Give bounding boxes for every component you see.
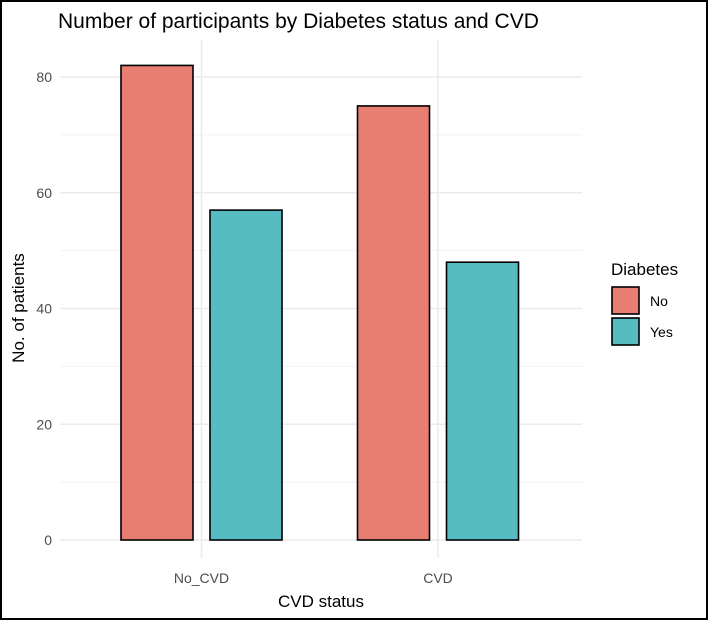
- y-tick-label: 20: [36, 416, 52, 432]
- bar-cvd-no: [356, 105, 431, 541]
- bar-cvd-yes: [445, 261, 520, 541]
- y-tick-label: 60: [36, 185, 52, 201]
- y-tick-label: 40: [36, 301, 52, 317]
- legend-title: Diabetes: [611, 260, 678, 279]
- x-axis: No_CVD CVD: [174, 570, 453, 586]
- bars: [120, 64, 520, 541]
- y-tick-label: 0: [44, 532, 52, 548]
- legend-key-no: [611, 286, 640, 315]
- chart-title: Number of participants by Diabetes statu…: [58, 10, 539, 33]
- legend-label-no: No: [650, 293, 668, 309]
- x-axis-title: CVD status: [278, 592, 364, 611]
- y-axis: 0 20 40 60 80: [36, 69, 52, 548]
- y-axis-title: No. of patients: [9, 253, 28, 363]
- x-tick-label: CVD: [423, 570, 453, 586]
- legend-label-yes: Yes: [650, 324, 673, 340]
- legend: Diabetes No Yes: [611, 260, 678, 346]
- bar-no-cvd-no: [120, 64, 194, 541]
- y-tick-label: 80: [36, 69, 52, 85]
- x-tick-label: No_CVD: [174, 570, 229, 586]
- bar-no-cvd-yes: [209, 209, 283, 541]
- legend-key-yes: [611, 317, 640, 346]
